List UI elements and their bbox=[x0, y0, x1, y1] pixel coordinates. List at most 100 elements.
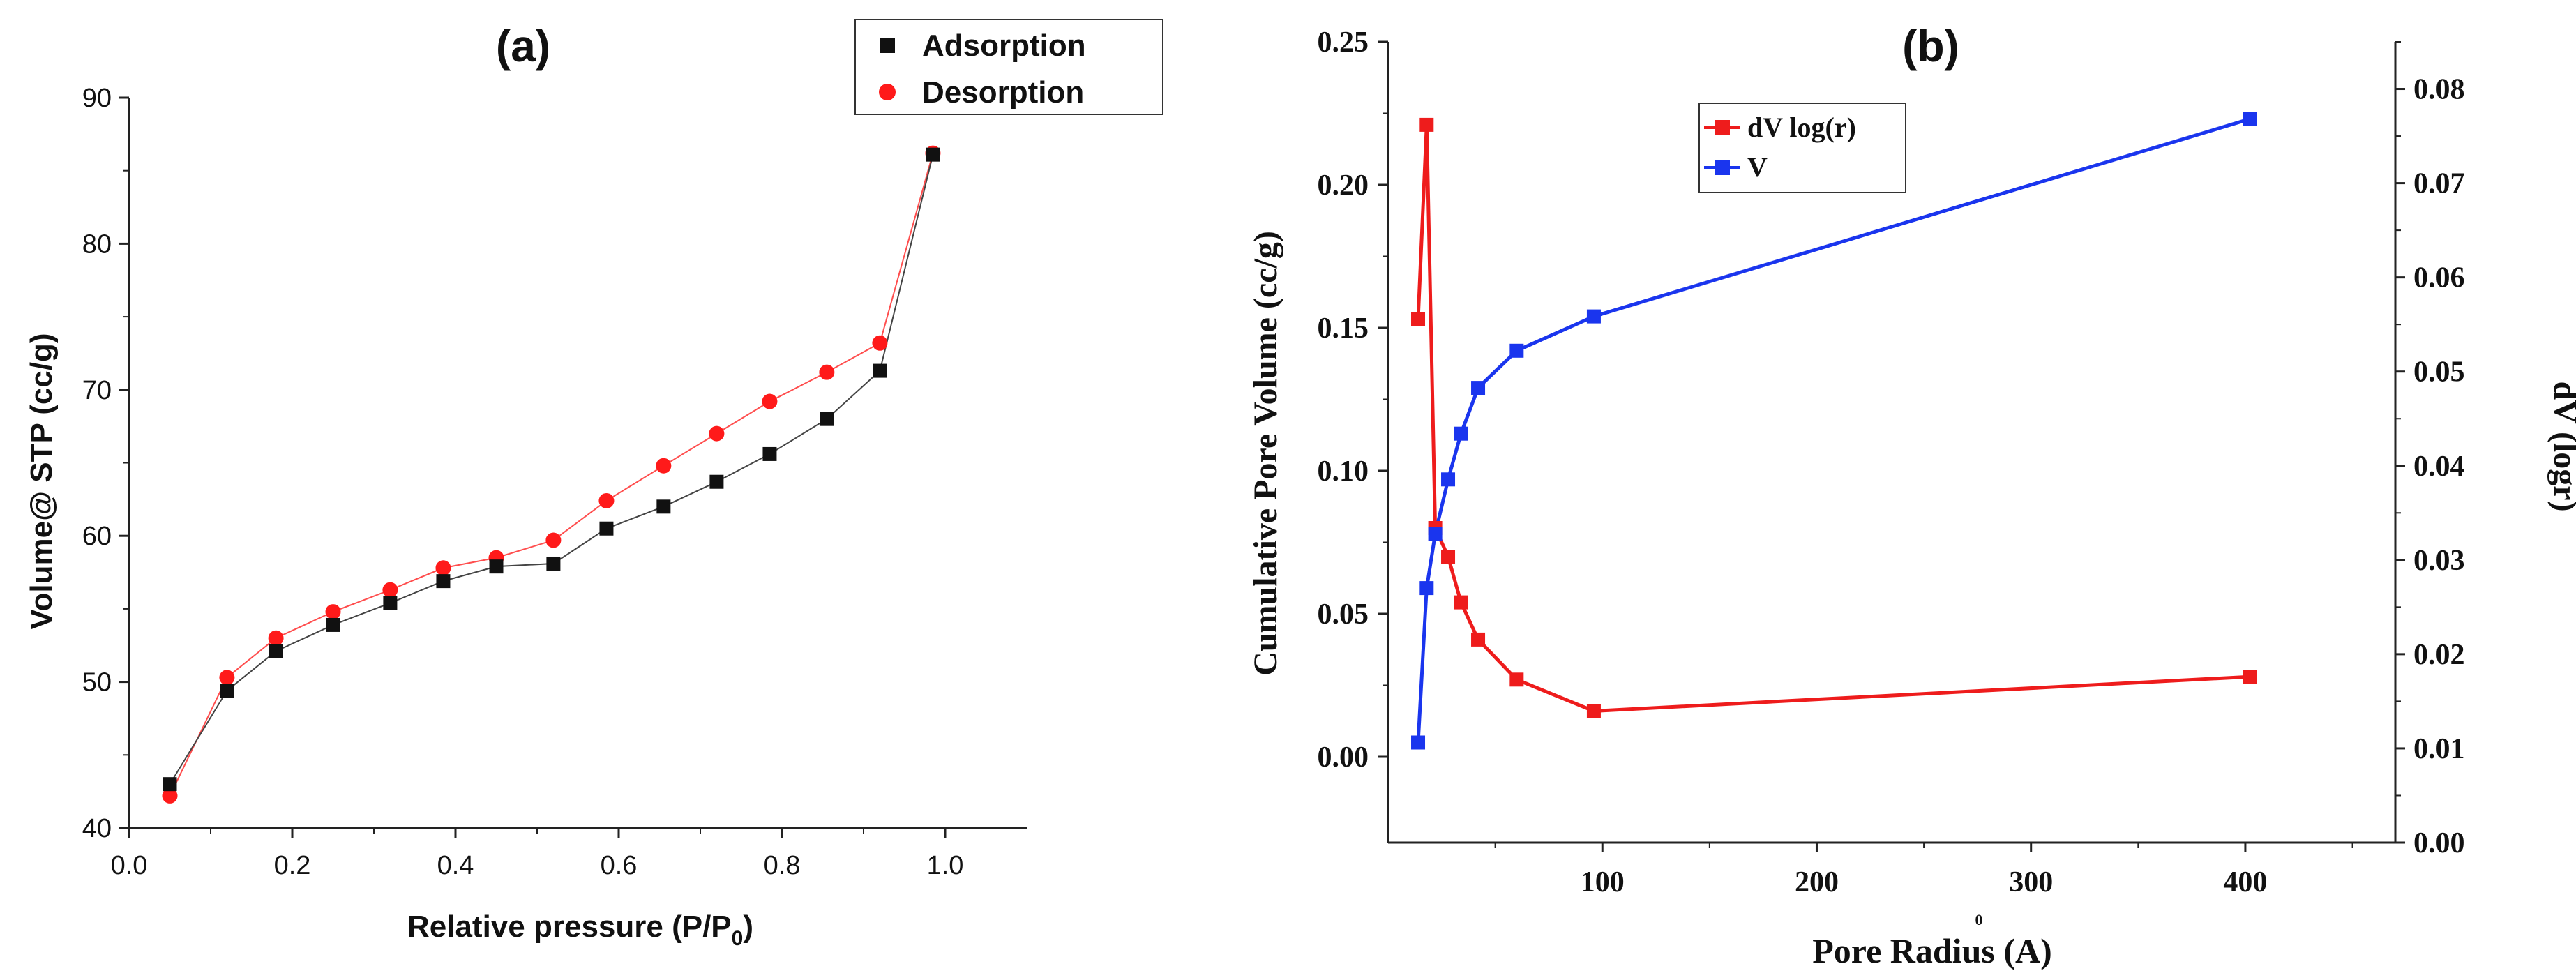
panel-a-point-desorption bbox=[709, 425, 725, 442]
panel-a-x-tick-label: 0.6 bbox=[601, 851, 638, 880]
panel-a-point-adsorption bbox=[546, 556, 561, 571]
panel-a-point-adsorption bbox=[926, 147, 940, 162]
panel-a-point-adsorption bbox=[599, 521, 614, 536]
panel-a-point-adsorption bbox=[326, 617, 340, 632]
panel-b-point bbox=[1454, 426, 1468, 441]
legend-label-desorption: Desorption bbox=[922, 75, 1084, 110]
legend-marker-adsorption bbox=[880, 38, 895, 53]
panel-a-point-desorption bbox=[545, 532, 562, 548]
panel-a-point-adsorption bbox=[269, 644, 283, 658]
panel-b-x-axis-unit-mark: 0 bbox=[1975, 911, 1983, 928]
panel-b-right-y-tick-label: 0.06 bbox=[2413, 262, 2465, 294]
panel-b-point bbox=[2243, 670, 2257, 684]
panel-b-point bbox=[1441, 472, 1456, 487]
panel-a-point-desorption bbox=[598, 492, 615, 508]
panel-b-legend-box bbox=[1698, 103, 1906, 193]
panel-a-y-tick-label: 40 bbox=[82, 814, 112, 843]
panel-a-point-desorption bbox=[268, 630, 284, 646]
panel-b-series-line bbox=[1416, 117, 2250, 743]
panel-b-axes bbox=[1387, 42, 2397, 844]
panel-b-x-tick-label: 400 bbox=[2223, 866, 2267, 898]
panel-a-x-tick-label: 0.8 bbox=[764, 851, 801, 880]
panel-b-point bbox=[1411, 735, 1426, 750]
panel-b-y-tick-label: 0.15 bbox=[1318, 312, 1369, 345]
legend-marker-v bbox=[1715, 160, 1730, 175]
panel-a-point-desorption bbox=[762, 393, 778, 409]
panel-a-point-desorption bbox=[162, 787, 178, 804]
panel-a-axes bbox=[128, 98, 1027, 829]
panel-a-point-adsorption bbox=[762, 446, 777, 461]
panel-b-y-tick-label: 0.05 bbox=[1318, 598, 1369, 631]
panel-a-point-adsorption bbox=[163, 777, 177, 792]
panel-a-label: (a) bbox=[496, 21, 550, 71]
panel-b-right-y-tick-label: 0.01 bbox=[2413, 733, 2465, 765]
panel-b-point bbox=[1471, 381, 1486, 395]
panel-a-point-adsorption bbox=[383, 596, 398, 610]
panel-b-ticks: 100 200 300 400 0.00 0.05 0.10 0.15 0.20 0.25 0.00… bbox=[1318, 27, 2465, 898]
panel-b-point bbox=[1419, 581, 1434, 596]
panel-a-y-tick-label: 50 bbox=[82, 668, 112, 698]
panel-b-right-y-tick-label: 0.08 bbox=[2413, 74, 2465, 106]
panel-b-point bbox=[1428, 527, 1443, 541]
panel-b-right-y-tick-label: 0.02 bbox=[2413, 639, 2465, 671]
legend-marker-desorption bbox=[879, 84, 896, 100]
panel-a-point-adsorption bbox=[820, 412, 834, 426]
panel-b-point bbox=[2243, 112, 2257, 126]
panel-b-y-tick-label: 0.00 bbox=[1318, 741, 1369, 774]
panel-b-y-tick-label: 0.25 bbox=[1318, 27, 1369, 59]
panel-b-chart: (b) 100 200 300 400 0.00 0.05 0.10 0.15 0.20 0.25… bbox=[1247, 21, 2576, 970]
panel-a-ticks: 0.0 0.2 0.4 0.6 0.8 1.0 40 50 60 70 80 90 bbox=[82, 84, 964, 880]
panel-a-point-adsorption bbox=[220, 684, 234, 698]
panel-b-right-y-tick-label: 0.03 bbox=[2413, 545, 2465, 577]
panel-a-x-tick-label: 0.4 bbox=[437, 851, 474, 880]
panel-b-right-y-tick-label: 0.07 bbox=[2413, 168, 2465, 200]
panel-a-point-adsorption bbox=[489, 559, 504, 574]
panel-b-x-axis-title: Pore Radius (A) bbox=[1812, 931, 2052, 970]
panel-a-y-tick-label: 80 bbox=[82, 229, 112, 259]
panel-a-point-desorption bbox=[819, 364, 835, 380]
panel-a-x-axis-title: Relative pressure (P/P0) bbox=[407, 910, 753, 950]
panel-b-point bbox=[1419, 117, 1434, 132]
panel-b-y-tick-label: 0.10 bbox=[1318, 455, 1369, 488]
panel-a-point-adsorption bbox=[656, 499, 671, 514]
panel-b-label: (b) bbox=[1902, 21, 1959, 71]
panel-b-y-tick-label: 0.20 bbox=[1318, 169, 1369, 202]
panel-b-point bbox=[1509, 672, 1524, 687]
panel-a-point-desorption bbox=[382, 582, 398, 598]
panel-b-legend: dV log(r) V bbox=[1698, 103, 1906, 193]
panel-a-point-desorption bbox=[325, 604, 341, 620]
panel-b-right-y-tick-label: 0.05 bbox=[2413, 356, 2465, 389]
panel-a-y-tick-label: 70 bbox=[82, 376, 112, 405]
panel-a-point-desorption bbox=[219, 670, 235, 686]
panel-a-point-adsorption bbox=[873, 363, 887, 378]
panel-b-point bbox=[1454, 595, 1468, 610]
panel-a-point-adsorption bbox=[436, 574, 451, 589]
panel-a-point-desorption bbox=[872, 335, 888, 351]
panel-a-point-adsorption bbox=[709, 474, 724, 489]
panel-a-plot-area bbox=[162, 145, 941, 804]
panel-a-chart: (a) 0.0 0.2 0.4 0.6 0.8 1.0 40 50 60 70 80 90 Relat… bbox=[24, 19, 1163, 950]
panel-a-series-line-adsorption bbox=[169, 154, 934, 785]
panel-b-right-y-tick-label: 0.00 bbox=[2413, 827, 2465, 859]
panel-b-point bbox=[1586, 704, 1601, 718]
panel-b-left-y-axis-title: Cumulative Pore Volume (cc/g) bbox=[1247, 231, 1284, 676]
panel-a-legend-box bbox=[854, 19, 1163, 115]
panel-b-x-tick-label: 100 bbox=[1581, 866, 1625, 898]
panel-b-x-tick-label: 300 bbox=[2009, 866, 2053, 898]
panel-b-right-y-tick-label: 0.04 bbox=[2413, 451, 2465, 483]
legend-marker-dvlogr bbox=[1715, 120, 1730, 135]
panel-a-x-tick-label: 0.0 bbox=[111, 851, 148, 880]
panel-a-y-tick-label: 60 bbox=[82, 522, 112, 551]
panel-a-y-tick-label: 90 bbox=[82, 84, 112, 113]
panel-a-series-line-desorption bbox=[169, 153, 934, 797]
legend-label-adsorption: Adsorption bbox=[922, 29, 1086, 63]
legend-label-dvlogr: dV log(r) bbox=[1747, 112, 1856, 143]
panel-b-right-y-axis-title: dV (logr) bbox=[2547, 381, 2576, 511]
panel-a-x-tick-label: 1.0 bbox=[927, 851, 964, 880]
panel-a-legend: Adsorption Desorption bbox=[854, 19, 1163, 115]
panel-b-plot-area bbox=[1411, 112, 2257, 750]
panel-a-point-desorption bbox=[435, 560, 451, 576]
panel-a-x-tick-label: 0.2 bbox=[274, 851, 311, 880]
panel-b-point bbox=[1441, 550, 1456, 564]
